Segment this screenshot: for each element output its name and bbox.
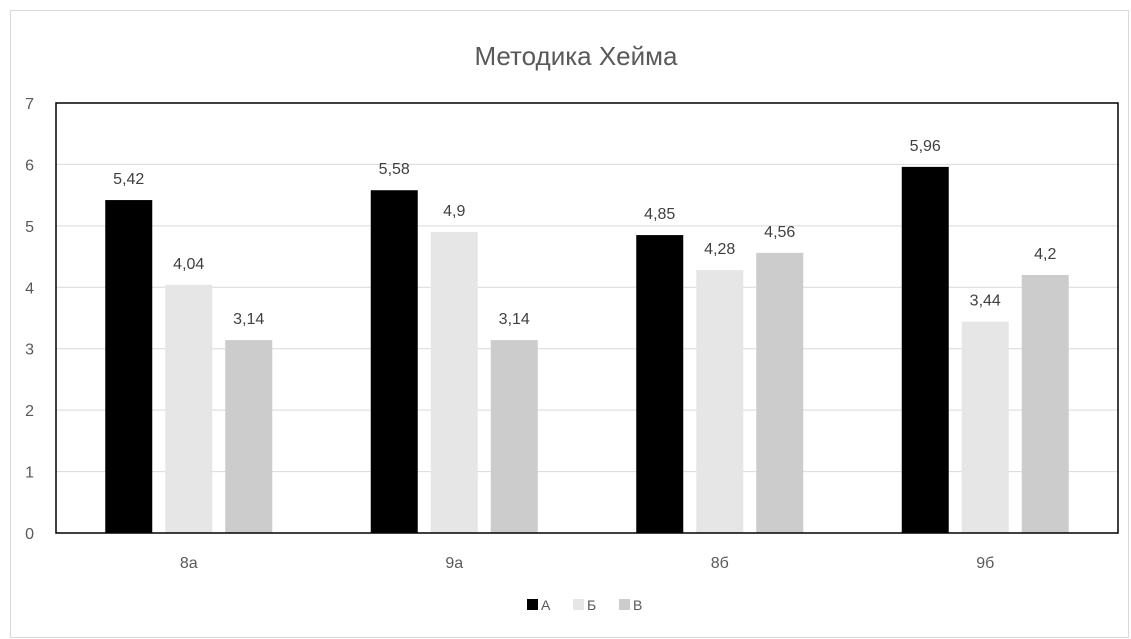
- legend-label: Б: [587, 597, 596, 613]
- bar: [430, 232, 478, 533]
- x-tick-label: 9а: [445, 555, 463, 572]
- x-tick-label: 8а: [180, 555, 198, 572]
- data-label: 4,56: [764, 224, 795, 241]
- data-label: 3,14: [233, 311, 264, 328]
- x-axis-ticks: 8а 9а 8б 9б: [180, 555, 994, 572]
- legend-label: В: [633, 597, 642, 613]
- plot-border: [55, 102, 1119, 534]
- bar: [636, 235, 684, 534]
- grid-lines: [56, 163, 1118, 473]
- data-label: 4,28: [704, 241, 735, 258]
- bar: [490, 340, 538, 533]
- chart-title: Методика Хейма: [474, 41, 678, 71]
- y-tick-label: 3: [25, 342, 34, 359]
- bar: [105, 200, 153, 534]
- legend-swatch: [527, 599, 538, 610]
- x-tick-label: 9б: [976, 555, 994, 572]
- legend-label: А: [541, 597, 551, 613]
- data-label: 5,96: [910, 138, 941, 155]
- y-tick-label: 0: [25, 526, 34, 543]
- legend-swatch: [619, 599, 630, 610]
- data-label: 3,14: [499, 311, 530, 328]
- data-labels: 5,42 4,04 3,14 5,58 4,9 3,14 4,85 4,28 4,56 5,96 3…: [113, 138, 1056, 328]
- data-label: 4,85: [644, 206, 675, 223]
- y-tick-label: 4: [25, 280, 34, 297]
- bar: [1021, 275, 1069, 533]
- data-label: 5,42: [113, 171, 144, 188]
- data-label: 3,44: [970, 293, 1001, 310]
- y-tick-label: 6: [25, 157, 34, 174]
- bar: [696, 270, 744, 533]
- y-tick-label: 1: [25, 465, 34, 482]
- bar: [225, 340, 273, 533]
- y-tick-label: 2: [25, 403, 34, 420]
- y-axis-ticks: 0 1 2 3 4 5 6 7: [25, 96, 34, 543]
- bar: [165, 284, 213, 533]
- y-tick-label: 7: [25, 96, 34, 113]
- data-label: 4,2: [1034, 246, 1056, 263]
- bar: [756, 252, 804, 533]
- y-tick-label: 5: [25, 219, 34, 236]
- bar: [901, 166, 949, 533]
- data-label: 4,9: [443, 203, 465, 220]
- data-label: 4,04: [173, 256, 204, 273]
- bars: [105, 166, 1069, 534]
- bar: [370, 190, 418, 533]
- bar: [961, 321, 1009, 533]
- legend: А Б В: [527, 597, 642, 613]
- data-label: 5,58: [379, 161, 410, 178]
- legend-swatch: [573, 599, 584, 610]
- x-tick-label: 8б: [711, 555, 729, 572]
